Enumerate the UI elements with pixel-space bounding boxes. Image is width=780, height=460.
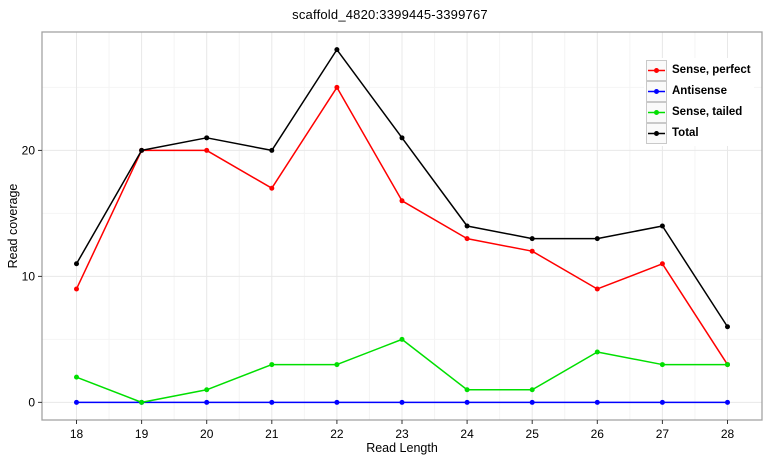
legend-label: Sense, perfect xyxy=(672,64,751,76)
data-point-sense-perfect xyxy=(399,198,405,204)
x-tick-label: 19 xyxy=(135,427,149,441)
x-tick-label: 18 xyxy=(70,427,84,441)
legend-key-icon-sense-tailed xyxy=(646,101,667,123)
data-point-antisense xyxy=(204,399,210,405)
legend: Sense, perfect Antisense Sense, tailed Tota… xyxy=(644,58,754,146)
data-point-sense-perfect xyxy=(204,147,210,153)
data-point-sense-perfect xyxy=(594,286,600,292)
data-point-sense-tailed xyxy=(659,362,665,368)
data-point-antisense xyxy=(464,399,470,405)
data-point-sense-perfect xyxy=(659,261,665,267)
y-tick-label: 10 xyxy=(22,269,36,283)
data-point-total xyxy=(594,236,600,242)
data-point-total xyxy=(529,236,535,242)
data-point-total xyxy=(269,147,275,153)
legend-item-sense-perfect: Sense, perfect xyxy=(646,60,751,81)
data-point-total xyxy=(204,135,210,141)
data-point-total xyxy=(399,135,405,141)
x-tick-label: 22 xyxy=(330,427,344,441)
data-point-sense-tailed xyxy=(269,362,275,368)
x-tick-label: 26 xyxy=(591,427,605,441)
data-point-sense-perfect xyxy=(334,84,340,90)
data-point-sense-tailed xyxy=(399,336,405,342)
data-point-sense-tailed xyxy=(204,387,210,393)
legend-key-icon-sense-perfect xyxy=(646,60,667,81)
x-tick-label: 27 xyxy=(656,427,670,441)
data-point-antisense xyxy=(399,399,405,405)
data-point-total xyxy=(464,223,470,229)
x-tick-label: 24 xyxy=(460,427,474,441)
legend-label: Sense, tailed xyxy=(672,106,743,118)
data-point-sense-tailed xyxy=(464,387,470,393)
x-tick-label: 20 xyxy=(200,427,214,441)
data-point-sense-tailed xyxy=(529,387,535,393)
x-tick-label: 28 xyxy=(721,427,735,441)
data-point-sense-tailed xyxy=(74,374,80,380)
legend-label: Antisense xyxy=(672,85,727,97)
data-point-sense-tailed xyxy=(724,362,730,368)
legend-key-icon-antisense xyxy=(646,80,667,102)
y-tick-label: 0 xyxy=(28,395,35,409)
series-total xyxy=(74,47,730,330)
data-point-antisense xyxy=(724,399,730,405)
data-point-sense-perfect xyxy=(74,286,80,292)
y-tick-label: 20 xyxy=(22,143,36,157)
data-point-total xyxy=(659,223,665,229)
data-point-antisense xyxy=(74,399,80,405)
x-axis-label: Read Length xyxy=(366,441,438,455)
data-point-total xyxy=(139,147,145,153)
data-point-antisense xyxy=(659,399,665,405)
legend-label: Total xyxy=(672,127,699,139)
series-sense-tailed xyxy=(74,336,730,405)
legend-item-antisense: Antisense xyxy=(646,80,751,102)
data-point-total xyxy=(334,47,340,53)
x-tick-label: 25 xyxy=(526,427,540,441)
chart-title: scaffold_4820:3399445-3399767 xyxy=(292,7,488,22)
data-point-sense-tailed xyxy=(334,362,340,368)
data-point-total xyxy=(724,324,730,330)
data-point-antisense xyxy=(529,399,535,405)
data-point-antisense xyxy=(594,399,600,405)
data-point-total xyxy=(74,261,80,267)
y-axis-label: Read coverage xyxy=(6,183,20,269)
legend-item-total: Total xyxy=(646,122,751,144)
legend-item-sense-tailed: Sense, tailed xyxy=(646,101,751,123)
data-point-sense-perfect xyxy=(464,236,470,242)
x-tick-label: 23 xyxy=(395,427,409,441)
data-point-sense-tailed xyxy=(594,349,600,355)
x-tick-label: 21 xyxy=(265,427,279,441)
data-point-sense-tailed xyxy=(139,399,145,405)
data-point-antisense xyxy=(334,399,340,405)
legend-key-icon-total xyxy=(646,122,667,144)
data-point-sense-perfect xyxy=(529,248,535,254)
data-point-antisense xyxy=(269,399,275,405)
data-point-sense-perfect xyxy=(269,185,275,191)
series-antisense xyxy=(74,399,730,405)
